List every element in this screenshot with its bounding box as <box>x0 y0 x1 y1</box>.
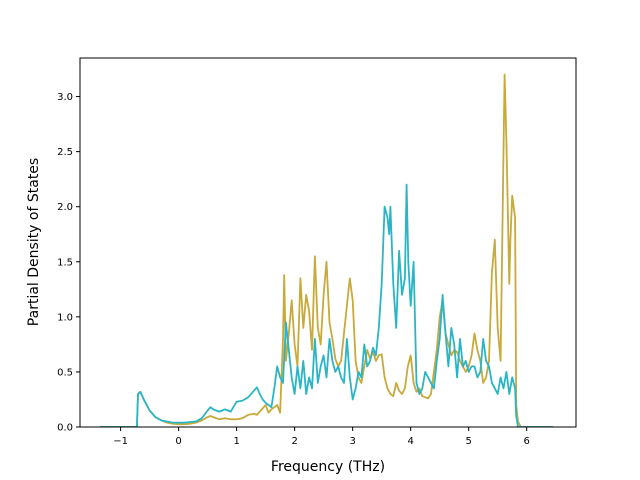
series-line-2 <box>100 183 553 427</box>
x-tick-label: 4 <box>407 436 413 447</box>
y-tick-label: 1.5 <box>57 257 73 268</box>
x-tick-label: 0 <box>175 436 181 447</box>
y-tick-label: 3.0 <box>57 92 73 103</box>
y-tick-label: 1.0 <box>57 312 73 323</box>
x-tick-label: 6 <box>524 436 530 447</box>
y-axis-label: Partial Density of States <box>26 158 42 326</box>
x-tick-label: 1 <box>233 436 239 447</box>
y-tick-label: 0.5 <box>57 367 73 378</box>
y-tick-label: 2.0 <box>57 202 73 213</box>
y-tick-label: 0.0 <box>57 423 73 434</box>
x-axis-ticks: −1 0 1 2 3 4 5 6 <box>113 427 530 447</box>
y-axis-ticks: 0.0 0.5 1.0 1.5 2.0 2.5 3.0 <box>57 92 80 434</box>
x-tick-label: 2 <box>291 436 297 447</box>
x-axis-label: Frequency (THz) <box>271 459 385 475</box>
y-tick-label: 2.5 <box>57 147 73 158</box>
x-tick-label: −1 <box>113 436 128 447</box>
series-layer <box>100 73 553 427</box>
series-line-1 <box>100 73 553 427</box>
plot-frame <box>79 57 577 428</box>
x-tick-label: 5 <box>465 436 471 447</box>
x-tick-label: 3 <box>349 436 355 447</box>
